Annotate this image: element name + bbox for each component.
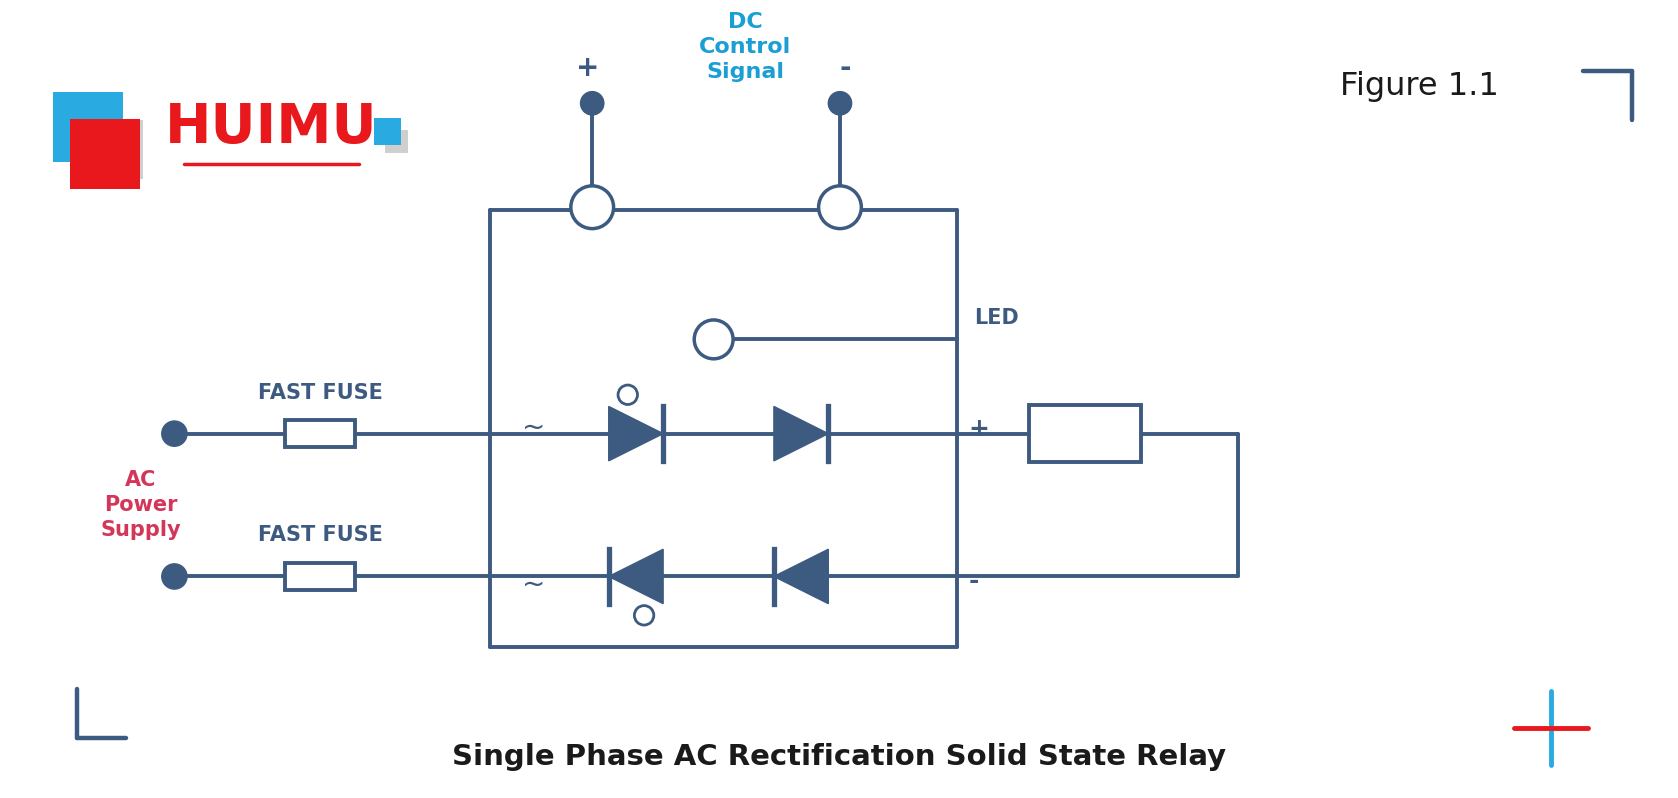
Circle shape [581,92,604,115]
Bar [285,563,356,590]
Text: -: - [839,54,851,82]
Circle shape [695,320,733,359]
Circle shape [618,385,638,405]
Circle shape [161,564,186,589]
Bar [1029,405,1141,462]
Text: Load: Load [1057,424,1114,444]
Bar [54,92,122,161]
Text: AC
Power
Supply: AC Power Supply [101,470,181,540]
Bar [70,119,141,189]
Circle shape [819,186,861,228]
Text: Figure 1.1: Figure 1.1 [1341,71,1498,102]
Text: ~: ~ [522,414,545,442]
Text: HUIMU: HUIMU [164,101,378,155]
Circle shape [634,606,654,625]
Bar [285,420,356,447]
Circle shape [161,421,186,446]
Text: Single Phase AC Rectification Solid State Relay: Single Phase AC Rectification Solid Stat… [451,743,1227,771]
Circle shape [829,92,852,115]
Circle shape [571,186,614,228]
Text: ~: ~ [522,571,545,598]
Text: LED: LED [973,308,1019,328]
Bar [386,130,408,153]
Text: DC
Control
Signal: DC Control Signal [700,12,792,82]
Bar [374,118,401,145]
Text: -: - [968,569,978,594]
Text: +: + [576,54,599,82]
Text: FAST FUSE: FAST FUSE [258,382,383,402]
Polygon shape [609,549,663,603]
Text: FAST FUSE: FAST FUSE [258,525,383,545]
Bar [84,120,144,179]
Text: +: + [968,417,988,440]
Polygon shape [609,406,663,460]
Polygon shape [774,549,829,603]
Polygon shape [774,406,829,460]
